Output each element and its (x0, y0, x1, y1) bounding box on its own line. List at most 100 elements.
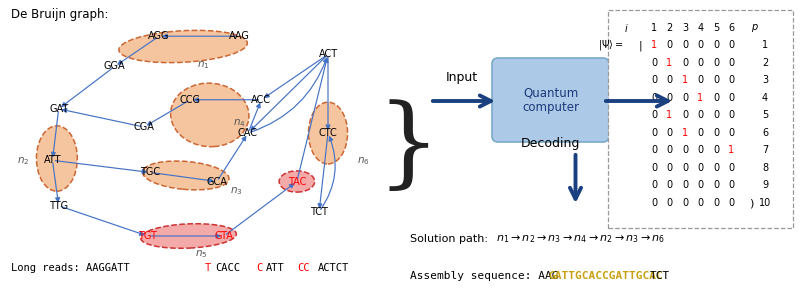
Text: 0: 0 (651, 163, 657, 173)
Text: 0: 0 (682, 146, 688, 155)
Text: CGA: CGA (134, 122, 154, 132)
Text: 0: 0 (666, 198, 673, 208)
Text: 0: 0 (713, 181, 719, 191)
Text: 0: 0 (666, 181, 673, 191)
Text: 0: 0 (682, 198, 688, 208)
Text: De Bruijn graph:: De Bruijn graph: (10, 8, 108, 21)
Text: CC: CC (297, 263, 310, 273)
Text: 4: 4 (698, 23, 703, 33)
Text: AAG: AAG (229, 31, 250, 41)
Text: GAT: GAT (49, 104, 68, 114)
Text: 2: 2 (666, 23, 673, 33)
Text: 1: 1 (666, 58, 673, 68)
Text: ACC: ACC (251, 95, 271, 105)
Text: Input: Input (446, 72, 478, 84)
Text: 6: 6 (729, 23, 734, 33)
Text: 0: 0 (651, 110, 657, 120)
Text: 1: 1 (651, 23, 657, 33)
Text: 0: 0 (666, 93, 673, 103)
Text: Assembly sequence: AAG: Assembly sequence: AAG (410, 271, 558, 281)
Text: TGT: TGT (138, 231, 157, 241)
Ellipse shape (37, 126, 78, 191)
Text: ATT: ATT (44, 155, 61, 165)
Text: $i$: $i$ (624, 22, 628, 34)
Text: 0: 0 (666, 41, 673, 51)
Text: }: } (376, 100, 440, 196)
Text: 0: 0 (729, 181, 734, 191)
Text: 0: 0 (682, 93, 688, 103)
Text: GTA: GTA (214, 231, 234, 241)
Text: 0: 0 (651, 128, 657, 138)
Text: 0: 0 (682, 41, 688, 51)
Text: 1: 1 (651, 41, 657, 51)
Text: Long reads: AAGGATT: Long reads: AAGGATT (10, 263, 130, 273)
Text: AGG: AGG (148, 31, 170, 41)
Text: CAC: CAC (238, 128, 258, 138)
Text: 0: 0 (698, 181, 703, 191)
Text: CTC: CTC (318, 128, 338, 138)
Text: 0: 0 (698, 110, 703, 120)
Ellipse shape (279, 171, 314, 192)
Text: 1: 1 (729, 146, 734, 155)
Text: GATTGCACCGATTGCAC: GATTGCACCGATTGCAC (548, 271, 662, 281)
Text: 0: 0 (682, 110, 688, 120)
Text: 0: 0 (713, 110, 719, 120)
Text: 0: 0 (651, 93, 657, 103)
Text: CCG: CCG (180, 95, 201, 105)
Text: TAC: TAC (288, 176, 306, 186)
Text: 0: 0 (729, 41, 734, 51)
Text: 9: 9 (762, 181, 768, 191)
Text: 0: 0 (729, 128, 734, 138)
Text: 4: 4 (762, 93, 768, 103)
Text: 0: 0 (651, 181, 657, 191)
Text: 0: 0 (666, 75, 673, 86)
Text: 0: 0 (651, 75, 657, 86)
Text: 0: 0 (713, 93, 719, 103)
Text: 1: 1 (762, 41, 768, 51)
Text: 0: 0 (666, 163, 673, 173)
Text: $n_1 \rightarrow n_2 \rightarrow n_3 \rightarrow n_4 \rightarrow n_2 \rightarrow: $n_1 \rightarrow n_2 \rightarrow n_3 \ri… (496, 233, 665, 245)
Ellipse shape (141, 224, 236, 248)
Text: 0: 0 (713, 75, 719, 86)
Text: 0: 0 (713, 198, 719, 208)
Text: 0: 0 (698, 58, 703, 68)
FancyBboxPatch shape (492, 58, 609, 142)
Text: 10: 10 (759, 198, 771, 208)
Text: 5: 5 (762, 110, 768, 120)
Text: 0: 0 (651, 146, 657, 155)
Text: |: | (638, 40, 642, 51)
Text: GGA: GGA (104, 62, 126, 71)
Ellipse shape (142, 161, 229, 190)
Text: 0: 0 (729, 93, 734, 103)
Text: TCT: TCT (650, 271, 670, 281)
Text: $n_6$: $n_6$ (358, 156, 370, 168)
Text: 3: 3 (762, 75, 768, 86)
Text: 6: 6 (762, 128, 768, 138)
Text: 5: 5 (713, 23, 719, 33)
Text: ACTCT: ACTCT (318, 263, 349, 273)
Text: 0: 0 (682, 58, 688, 68)
Text: 0: 0 (651, 58, 657, 68)
Text: 0: 0 (713, 41, 719, 51)
Ellipse shape (170, 83, 249, 147)
Text: Output: Output (622, 72, 666, 84)
Text: $n_4$: $n_4$ (233, 117, 246, 129)
Text: 2: 2 (762, 58, 768, 68)
Text: $n_5$: $n_5$ (194, 248, 207, 260)
Text: 0: 0 (698, 198, 703, 208)
Text: TGC: TGC (140, 168, 160, 177)
Text: 0: 0 (713, 146, 719, 155)
Text: 0: 0 (698, 75, 703, 86)
Text: $p$: $p$ (751, 22, 759, 34)
Text: 1: 1 (682, 75, 688, 86)
Text: C: C (256, 263, 262, 273)
Text: 0: 0 (682, 163, 688, 173)
Text: 0: 0 (682, 181, 688, 191)
Text: 0: 0 (729, 198, 734, 208)
Text: 0: 0 (729, 58, 734, 68)
Text: 1: 1 (698, 93, 703, 103)
Text: ATT: ATT (266, 263, 285, 273)
Text: 0: 0 (729, 110, 734, 120)
Text: TCT: TCT (310, 207, 328, 217)
Text: 0: 0 (698, 163, 703, 173)
